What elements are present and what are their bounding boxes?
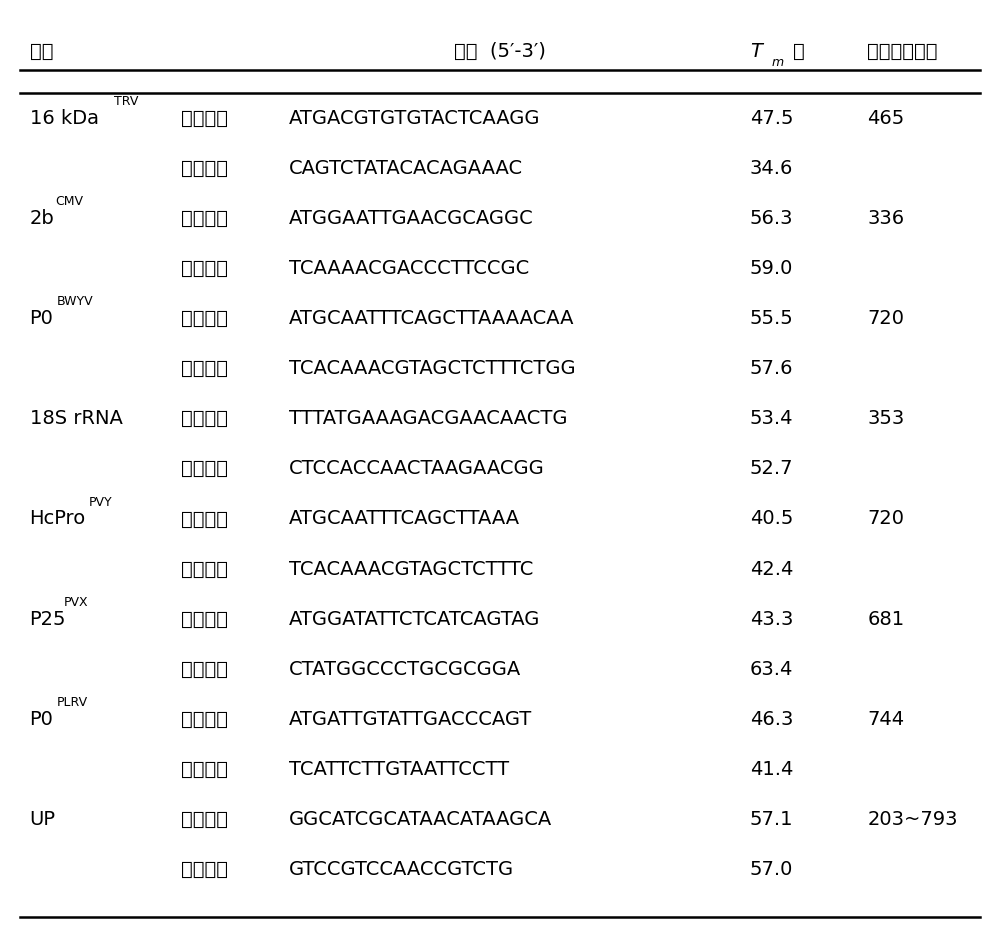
Text: HcPro: HcPro <box>30 509 86 528</box>
Text: （反向）: （反向） <box>182 860 228 879</box>
Text: ATGGATATTCTCATCAGTAG: ATGGATATTCTCATCAGTAG <box>289 610 541 629</box>
Text: m: m <box>771 56 784 69</box>
Text: 40.5: 40.5 <box>750 509 793 528</box>
Text: GGCATCGCATAACATAAGCA: GGCATCGCATAACATAAGCA <box>289 811 553 830</box>
Text: 744: 744 <box>868 710 905 729</box>
Text: 203~793: 203~793 <box>868 811 958 830</box>
Text: P0: P0 <box>30 309 53 328</box>
Text: 720: 720 <box>868 309 904 328</box>
Text: 43.3: 43.3 <box>750 610 793 629</box>
Text: 47.5: 47.5 <box>750 109 793 128</box>
Text: ATGACGTGTGTACTCAAGG: ATGACGTGTGTACTCAAGG <box>289 109 541 128</box>
Text: 42.4: 42.4 <box>750 560 793 579</box>
Text: （正向）: （正向） <box>182 109 228 128</box>
Text: 引物: 引物 <box>30 42 53 61</box>
Text: 55.5: 55.5 <box>750 309 794 328</box>
Text: （反向）: （反向） <box>182 359 228 378</box>
Text: TTTATGAAAGACGAACAACTG: TTTATGAAAGACGAACAACTG <box>289 409 568 428</box>
Text: （反向）: （反向） <box>182 560 228 579</box>
Text: 336: 336 <box>868 208 905 228</box>
Text: TCACAAACGTAGCTCTTTC: TCACAAACGTAGCTCTTTC <box>289 560 534 579</box>
Text: P0: P0 <box>30 710 53 729</box>
Text: ATGGAATTGAACGCAGGC: ATGGAATTGAACGCAGGC <box>289 208 534 228</box>
Text: 值: 值 <box>793 42 805 61</box>
Text: 53.4: 53.4 <box>750 409 793 428</box>
Text: 353: 353 <box>868 409 905 428</box>
Text: 59.0: 59.0 <box>750 259 793 277</box>
Text: 57.0: 57.0 <box>750 860 793 879</box>
Text: 34.6: 34.6 <box>750 159 793 178</box>
Text: （正向）: （正向） <box>182 710 228 729</box>
Text: （反向）: （反向） <box>182 259 228 277</box>
Text: 41.4: 41.4 <box>750 760 793 779</box>
Text: （正向）: （正向） <box>182 309 228 328</box>
Text: UP: UP <box>30 811 56 830</box>
Text: 16 kDa: 16 kDa <box>30 109 99 128</box>
Text: ATGATTGTATTGACCCAGT: ATGATTGTATTGACCCAGT <box>289 710 533 729</box>
Text: 2b: 2b <box>30 208 54 228</box>
Text: BWYV: BWYV <box>57 295 94 309</box>
Text: CAGTCTATACACAGAAAC: CAGTCTATACACAGAAAC <box>289 159 523 178</box>
Text: P25: P25 <box>30 610 66 629</box>
Text: TCACAAACGTAGCTCTTTCTGG: TCACAAACGTAGCTCTTTCTGG <box>289 359 576 378</box>
Text: PVX: PVX <box>64 596 89 609</box>
Text: GTCCGTCCAACCGTCTG: GTCCGTCCAACCGTCTG <box>289 860 514 879</box>
Text: 681: 681 <box>868 610 905 629</box>
Text: CMV: CMV <box>55 195 83 208</box>
Text: T: T <box>750 42 762 61</box>
Text: （正向）: （正向） <box>182 409 228 428</box>
Text: 52.7: 52.7 <box>750 459 793 478</box>
Text: （正向）: （正向） <box>182 610 228 629</box>
Text: PLRV: PLRV <box>57 696 88 709</box>
Text: 57.1: 57.1 <box>750 811 793 830</box>
Text: （反向）: （反向） <box>182 660 228 679</box>
Text: （反向）: （反向） <box>182 760 228 779</box>
Text: 46.3: 46.3 <box>750 710 793 729</box>
Text: ATGCAATTTCAGCTTAAAACAA: ATGCAATTTCAGCTTAAAACAA <box>289 309 575 328</box>
Text: 57.6: 57.6 <box>750 359 793 378</box>
Text: CTATGGCCCTGCGCGGA: CTATGGCCCTGCGCGGA <box>289 660 522 679</box>
Text: 465: 465 <box>868 109 905 128</box>
Text: 序列  (5′-3′): 序列 (5′-3′) <box>454 42 546 61</box>
Text: 18S rRNA: 18S rRNA <box>30 409 122 428</box>
Text: 扩增片段长度: 扩增片段长度 <box>868 42 938 61</box>
Text: CTCCACCAACTAAGAACGG: CTCCACCAACTAAGAACGG <box>289 459 545 478</box>
Text: 720: 720 <box>868 509 904 528</box>
Text: （正向）: （正向） <box>182 811 228 830</box>
Text: TRV: TRV <box>114 95 138 108</box>
Text: （正向）: （正向） <box>182 509 228 528</box>
Text: TCATTCTTGTAATTCCTT: TCATTCTTGTAATTCCTT <box>289 760 509 779</box>
Text: TCAAAACGACCCTTCCGC: TCAAAACGACCCTTCCGC <box>289 259 530 277</box>
Text: （反向）: （反向） <box>182 159 228 178</box>
Text: （正向）: （正向） <box>182 208 228 228</box>
Text: 63.4: 63.4 <box>750 660 793 679</box>
Text: ATGCAATTTCAGCTTAAA: ATGCAATTTCAGCTTAAA <box>289 509 520 528</box>
Text: 56.3: 56.3 <box>750 208 793 228</box>
Text: （反向）: （反向） <box>182 459 228 478</box>
Text: PVY: PVY <box>88 496 112 509</box>
